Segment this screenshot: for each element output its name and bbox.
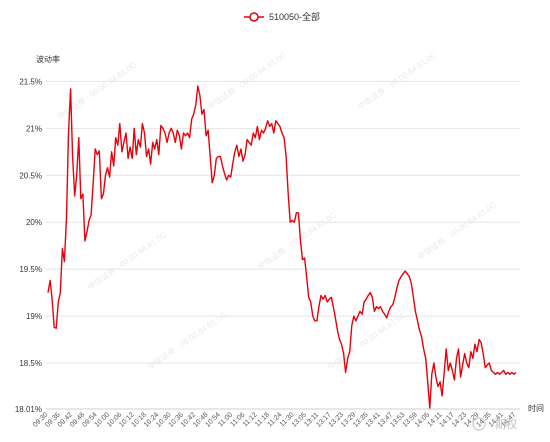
y-tick-labels: 21.5% 21% 20.5% 20% 19.5% 19% 18.5% 18.01% xyxy=(15,77,42,414)
corner-logo: 期权 xyxy=(472,417,517,431)
series-layer xyxy=(47,85,517,409)
watermark-text: 中信证券 · 00.00.84.81.0C xyxy=(355,50,438,112)
watermark-text: 中信证券 · 00.00.84.81.0C xyxy=(325,310,408,372)
watermark-text: 中信证券 · 00.00.84.81.0C xyxy=(55,60,138,122)
grid-lines xyxy=(46,80,520,410)
logo-icon xyxy=(472,417,486,431)
watermark-text: 中信证券 · 00.00.84.81.0C xyxy=(415,200,498,262)
legend-marker xyxy=(249,12,259,22)
y-tick-label: 21% xyxy=(26,124,42,133)
y-axis-title: 波动率 xyxy=(36,54,60,64)
y-tick-label: 19.5% xyxy=(19,265,42,274)
legend[interactable]: 510050-全部 xyxy=(244,11,320,22)
x-tick-labels: 09:3009:3609:4209:4809:5410:0010:0610:12… xyxy=(32,411,517,428)
y-tick-label: 20% xyxy=(26,218,42,227)
legend-label: 510050-全部 xyxy=(269,11,320,22)
series-line xyxy=(47,85,517,409)
y-tick-label: 18.01% xyxy=(15,405,42,414)
y-tick-label: 20.5% xyxy=(19,171,42,180)
y-tick-label: 19% xyxy=(26,312,42,321)
watermark-text: 中信证券 · 00.00.84.81.0C xyxy=(145,310,228,372)
y-tick-label: 18.5% xyxy=(19,359,42,368)
watermark-text: 中信证券 · 00.00.84.81.0C xyxy=(255,210,338,272)
y-tick-label: 21.5% xyxy=(19,77,42,86)
watermark-layer: 中信证券 · 00.00.84.81.0C 中信证券 · 00.00.84.81.… xyxy=(55,50,498,372)
watermark-text: 中信证券 · 00.00.84.81.0C xyxy=(205,50,288,112)
x-axis-title: 时间 xyxy=(528,403,544,413)
logo-text: 期权 xyxy=(495,418,517,431)
watermark-text: 中信证券 · 00.00.84.81.0C xyxy=(85,230,168,292)
